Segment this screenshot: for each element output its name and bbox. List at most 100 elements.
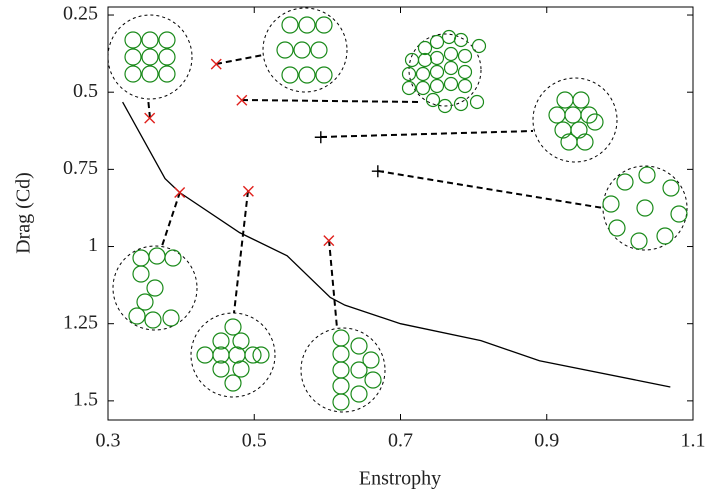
cylinder [429, 64, 445, 80]
cylinder [128, 307, 146, 325]
inset-boundary [602, 165, 688, 251]
marker [174, 187, 186, 199]
cylinder [443, 46, 459, 62]
cylinder [602, 195, 620, 213]
cylinder [124, 65, 142, 83]
cylinder [141, 65, 159, 83]
cylinder [469, 94, 485, 110]
connector [377, 170, 604, 209]
cylinder [124, 31, 142, 49]
cylinder [401, 80, 417, 96]
cylinder [429, 78, 445, 94]
y-tick-label: 1 [88, 234, 98, 256]
cylinder [443, 60, 459, 76]
connector [161, 191, 181, 247]
cylinder [298, 16, 316, 34]
cylinder [232, 360, 250, 378]
inset-boundary [300, 327, 386, 413]
marker [210, 58, 222, 70]
cylinder [417, 40, 433, 56]
cylinder [457, 64, 473, 80]
connector [233, 190, 249, 314]
marker [371, 165, 384, 178]
cylinder [252, 346, 270, 364]
cylinder [224, 318, 242, 336]
cylinder [136, 293, 154, 311]
marker [314, 131, 327, 144]
x-tick-label: 1.1 [681, 430, 706, 452]
cylinder [132, 265, 150, 283]
cylinder [443, 76, 459, 92]
cylinder [350, 385, 368, 403]
cylinder [638, 166, 656, 184]
cylinder [457, 78, 473, 94]
cylinder [146, 279, 164, 297]
cylinder [224, 374, 242, 392]
cylinder [415, 80, 431, 96]
y-tick-label: 0.75 [63, 157, 98, 179]
cylinder [457, 48, 473, 64]
cylinder [656, 227, 674, 245]
cylinder [471, 38, 487, 54]
cylinder [429, 34, 445, 50]
cylinder [425, 92, 441, 108]
cylinder [332, 393, 350, 411]
connector [328, 239, 338, 329]
cylinder [158, 48, 176, 66]
cylinder [616, 173, 634, 191]
cylinder [608, 219, 626, 237]
cylinder [293, 41, 311, 59]
configuration-insets [107, 7, 688, 413]
x-tick-label: 0.3 [96, 430, 121, 452]
marker [144, 112, 156, 124]
marker [323, 235, 335, 247]
cylinder [281, 16, 299, 34]
marker [242, 185, 254, 197]
cylinder [212, 360, 230, 378]
cylinder [364, 371, 382, 389]
cylinder [670, 205, 688, 223]
cylinder [298, 66, 316, 84]
marker [236, 94, 248, 106]
connector [215, 54, 264, 65]
y-tick-label: 1.5 [73, 388, 98, 410]
inset-boundary [532, 77, 618, 163]
cylinder [158, 65, 176, 83]
cylinder [141, 48, 159, 66]
y-tick-label: 0.25 [63, 3, 98, 25]
x-tick-label: 0.5 [242, 430, 267, 452]
cylinder [276, 41, 294, 59]
inset-boundary [107, 14, 193, 100]
x-axis-label: Enstrophy [359, 468, 441, 490]
cylinder [315, 16, 333, 34]
cylinder [141, 31, 159, 49]
cylinder [162, 309, 180, 327]
cylinder [437, 98, 453, 114]
cylinder [415, 66, 431, 82]
cylinder [572, 91, 590, 109]
cylinder [350, 361, 368, 379]
cylinder [315, 66, 333, 84]
cylinder [212, 332, 230, 350]
cylinder [158, 31, 176, 49]
cylinder [401, 66, 417, 82]
cylinder [144, 311, 162, 329]
connector [241, 99, 421, 103]
inset-boundary [112, 245, 198, 331]
cylinder [570, 121, 588, 139]
cylinder [586, 113, 604, 131]
y-tick-label: 0.5 [73, 80, 98, 102]
cylinder [232, 332, 250, 350]
inset-boundary [262, 7, 348, 93]
y-axis-label: Drag (Cd) [13, 172, 35, 254]
cylinder [636, 199, 654, 217]
cylinder [164, 249, 182, 267]
x-tick-label: 0.9 [534, 430, 559, 452]
cylinder [662, 179, 680, 197]
cylinder [429, 50, 445, 66]
cylinder [350, 337, 368, 355]
cylinder [580, 106, 598, 124]
cylinder [453, 32, 469, 48]
cylinder [630, 232, 648, 250]
